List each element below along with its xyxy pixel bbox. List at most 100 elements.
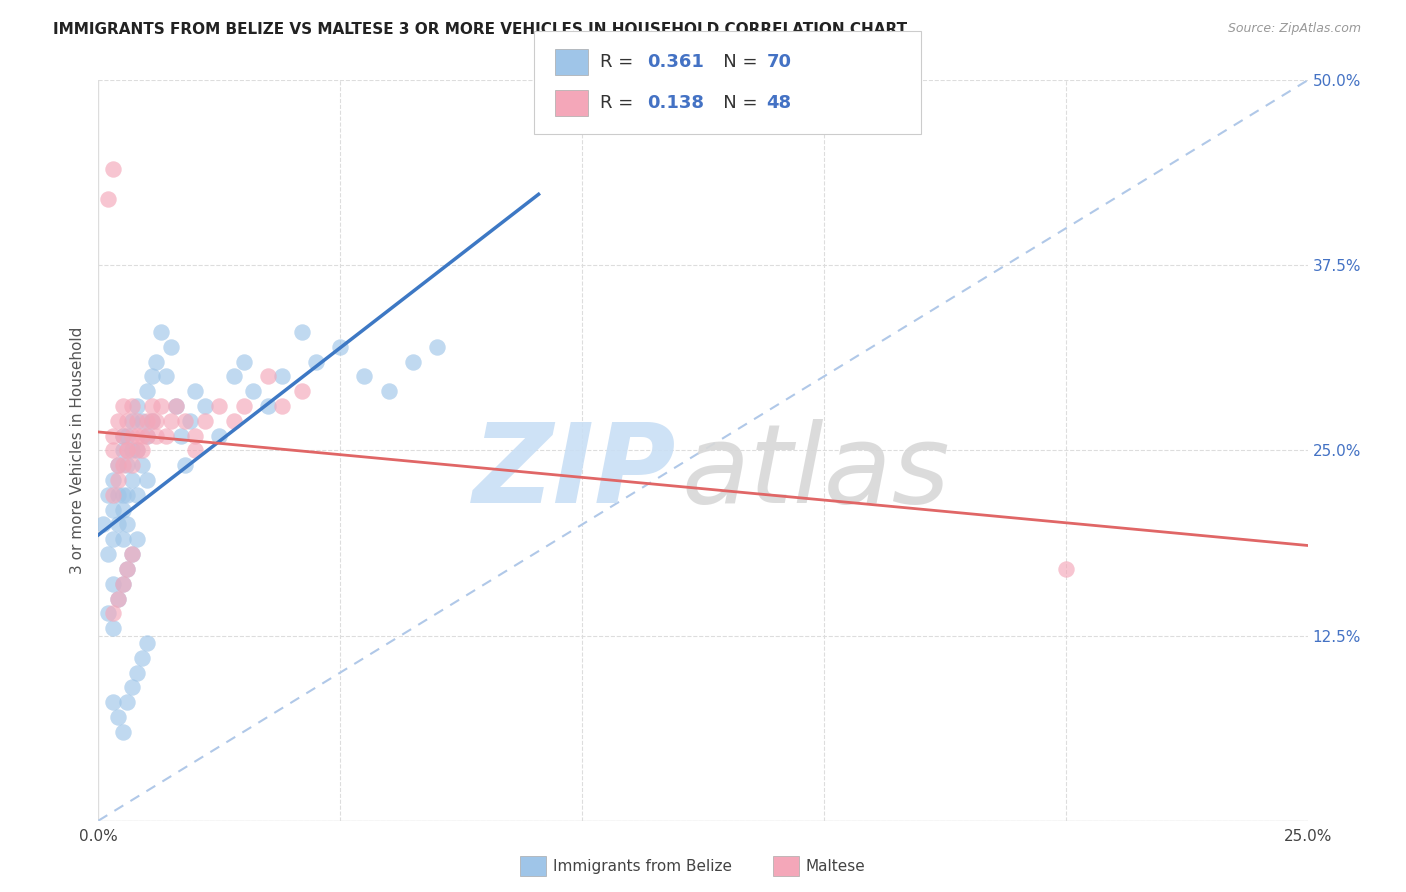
Text: ZIP: ZIP xyxy=(472,419,676,526)
Point xyxy=(111,428,134,442)
Text: Source: ZipAtlas.com: Source: ZipAtlas.com xyxy=(1227,22,1361,36)
Point xyxy=(101,533,124,547)
Point xyxy=(222,414,245,428)
Point xyxy=(117,414,139,428)
Text: atlas: atlas xyxy=(682,419,950,526)
Point xyxy=(290,384,312,399)
Point xyxy=(165,399,187,413)
Text: Immigrants from Belize: Immigrants from Belize xyxy=(553,859,731,873)
Point xyxy=(127,428,149,442)
Point xyxy=(232,354,254,368)
Text: 48: 48 xyxy=(766,95,792,112)
Point xyxy=(127,665,149,680)
Point xyxy=(117,488,139,502)
Point xyxy=(160,414,183,428)
Point xyxy=(117,695,139,709)
Point xyxy=(121,473,143,487)
Point xyxy=(117,458,139,473)
Point xyxy=(150,399,173,413)
Point xyxy=(107,488,129,502)
Point xyxy=(135,384,157,399)
Point xyxy=(121,458,143,473)
Point xyxy=(91,517,114,532)
Point xyxy=(121,428,143,442)
Point xyxy=(111,399,134,413)
Point xyxy=(179,414,201,428)
Point xyxy=(101,162,124,177)
Point xyxy=(107,710,129,724)
Point xyxy=(111,576,134,591)
Text: R =: R = xyxy=(600,53,640,70)
Point xyxy=(101,488,124,502)
Point xyxy=(174,414,197,428)
Point xyxy=(117,562,139,576)
Text: 0.138: 0.138 xyxy=(647,95,704,112)
Point xyxy=(222,369,245,384)
Text: N =: N = xyxy=(706,95,763,112)
Point xyxy=(141,369,163,384)
Point xyxy=(127,443,149,458)
Point xyxy=(121,443,143,458)
Point xyxy=(271,369,294,384)
Point xyxy=(121,547,143,561)
Text: 0.361: 0.361 xyxy=(647,53,703,70)
Point xyxy=(256,369,278,384)
Point xyxy=(131,414,153,428)
Point xyxy=(107,517,129,532)
Point xyxy=(127,488,149,502)
Point xyxy=(111,533,134,547)
Point xyxy=(107,473,129,487)
Point xyxy=(121,547,143,561)
Point xyxy=(107,591,129,606)
Point xyxy=(329,340,352,354)
Point xyxy=(117,562,139,576)
Point xyxy=(111,502,134,516)
Point xyxy=(377,384,399,399)
Point xyxy=(127,414,149,428)
Point xyxy=(184,443,207,458)
Point xyxy=(97,192,120,206)
Point xyxy=(117,517,139,532)
Point xyxy=(184,428,207,442)
Point xyxy=(131,458,153,473)
Point xyxy=(101,695,124,709)
Point xyxy=(97,488,120,502)
Point xyxy=(141,414,163,428)
Point xyxy=(111,724,134,739)
Point xyxy=(101,621,124,635)
Point xyxy=(271,399,294,413)
Point xyxy=(111,443,134,458)
Point xyxy=(101,428,124,442)
Point xyxy=(135,428,157,442)
Point xyxy=(131,443,153,458)
Point xyxy=(117,428,139,442)
Point xyxy=(111,488,134,502)
Point xyxy=(232,399,254,413)
Point xyxy=(117,443,139,458)
Point xyxy=(150,325,173,339)
Point xyxy=(256,399,278,413)
Point xyxy=(160,340,183,354)
Point xyxy=(145,414,167,428)
Point xyxy=(127,443,149,458)
Point xyxy=(194,414,217,428)
Point xyxy=(145,354,167,368)
Point xyxy=(208,428,231,442)
Point xyxy=(184,384,207,399)
Point xyxy=(97,547,120,561)
Point xyxy=(111,428,134,442)
Point xyxy=(305,354,328,368)
Point xyxy=(426,340,449,354)
Point xyxy=(141,414,163,428)
Text: 70: 70 xyxy=(766,53,792,70)
Point xyxy=(135,428,157,442)
Point xyxy=(117,443,139,458)
Point xyxy=(135,636,157,650)
Point xyxy=(290,325,312,339)
Point xyxy=(111,576,134,591)
Point xyxy=(101,443,124,458)
Y-axis label: 3 or more Vehicles in Household: 3 or more Vehicles in Household xyxy=(70,326,86,574)
Point xyxy=(97,607,120,621)
Text: IMMIGRANTS FROM BELIZE VS MALTESE 3 OR MORE VEHICLES IN HOUSEHOLD CORRELATION CH: IMMIGRANTS FROM BELIZE VS MALTESE 3 OR M… xyxy=(53,22,907,37)
Point xyxy=(107,458,129,473)
